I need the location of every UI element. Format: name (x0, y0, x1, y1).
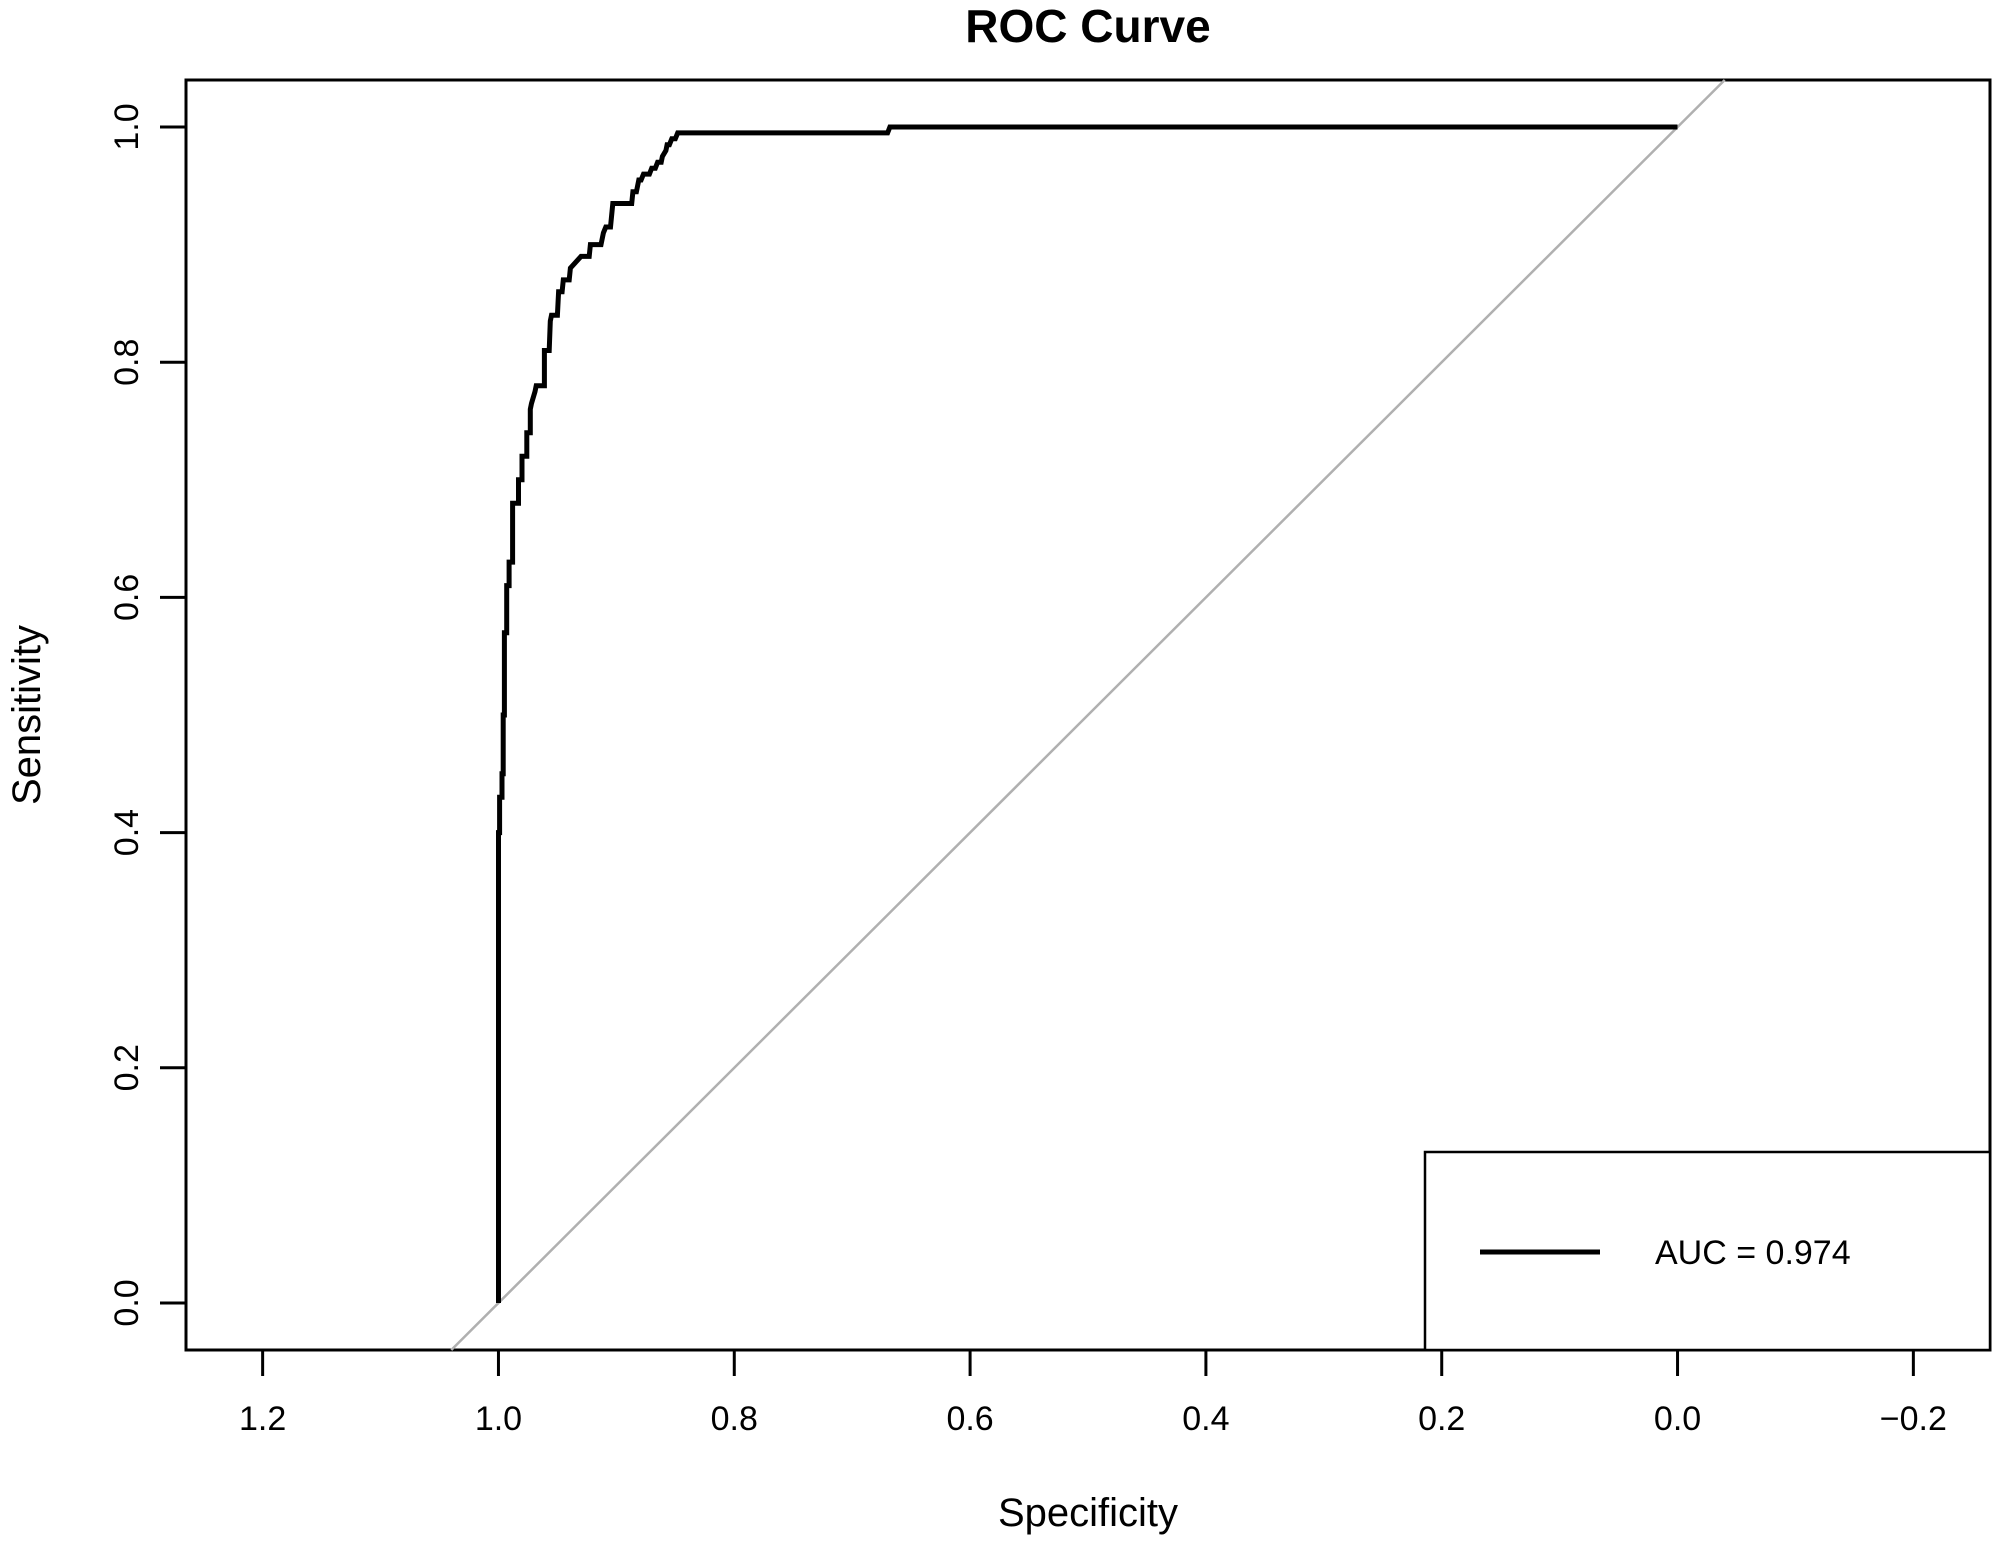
y-axis-title: Sensitivity (5, 625, 49, 805)
x-tick-label: −0.2 (1880, 1400, 1947, 1438)
y-axis: 0.0 0.2 0.4 0.6 0.8 1.0 (108, 103, 186, 1327)
x-tick-label: 0.8 (711, 1400, 758, 1438)
plot-frame (184, 78, 1992, 1352)
x-axis-title: Specificity (998, 1491, 1178, 1535)
x-axis: 1.2 1.0 0.8 0.6 0.4 0.2 0.0 −0.2 (239, 1350, 1947, 1438)
y-tick-label: 0.0 (108, 1279, 146, 1326)
x-tick-label: 0.4 (1182, 1400, 1229, 1438)
reference-diagonal-line (450, 79, 1726, 1351)
y-tick-label: 0.4 (108, 809, 146, 856)
chart-title: ROC Curve (965, 0, 1210, 52)
x-tick-label: 0.2 (1418, 1400, 1465, 1438)
y-tick-label: 0.8 (108, 339, 146, 386)
y-tick-label: 0.6 (108, 574, 146, 621)
x-tick-label: 1.0 (475, 1400, 522, 1438)
legend-label: AUC = 0.974 (1655, 1234, 1851, 1272)
x-tick-label: 0.6 (946, 1400, 993, 1438)
y-tick-label: 1.0 (108, 103, 146, 150)
legend: AUC = 0.974 (1423, 1150, 1992, 1352)
x-tick-label: 0.0 (1654, 1400, 1701, 1438)
y-tick-label: 0.2 (108, 1044, 146, 1091)
roc-curve-line (496, 124, 1678, 1303)
x-tick-label: 1.2 (239, 1400, 286, 1438)
